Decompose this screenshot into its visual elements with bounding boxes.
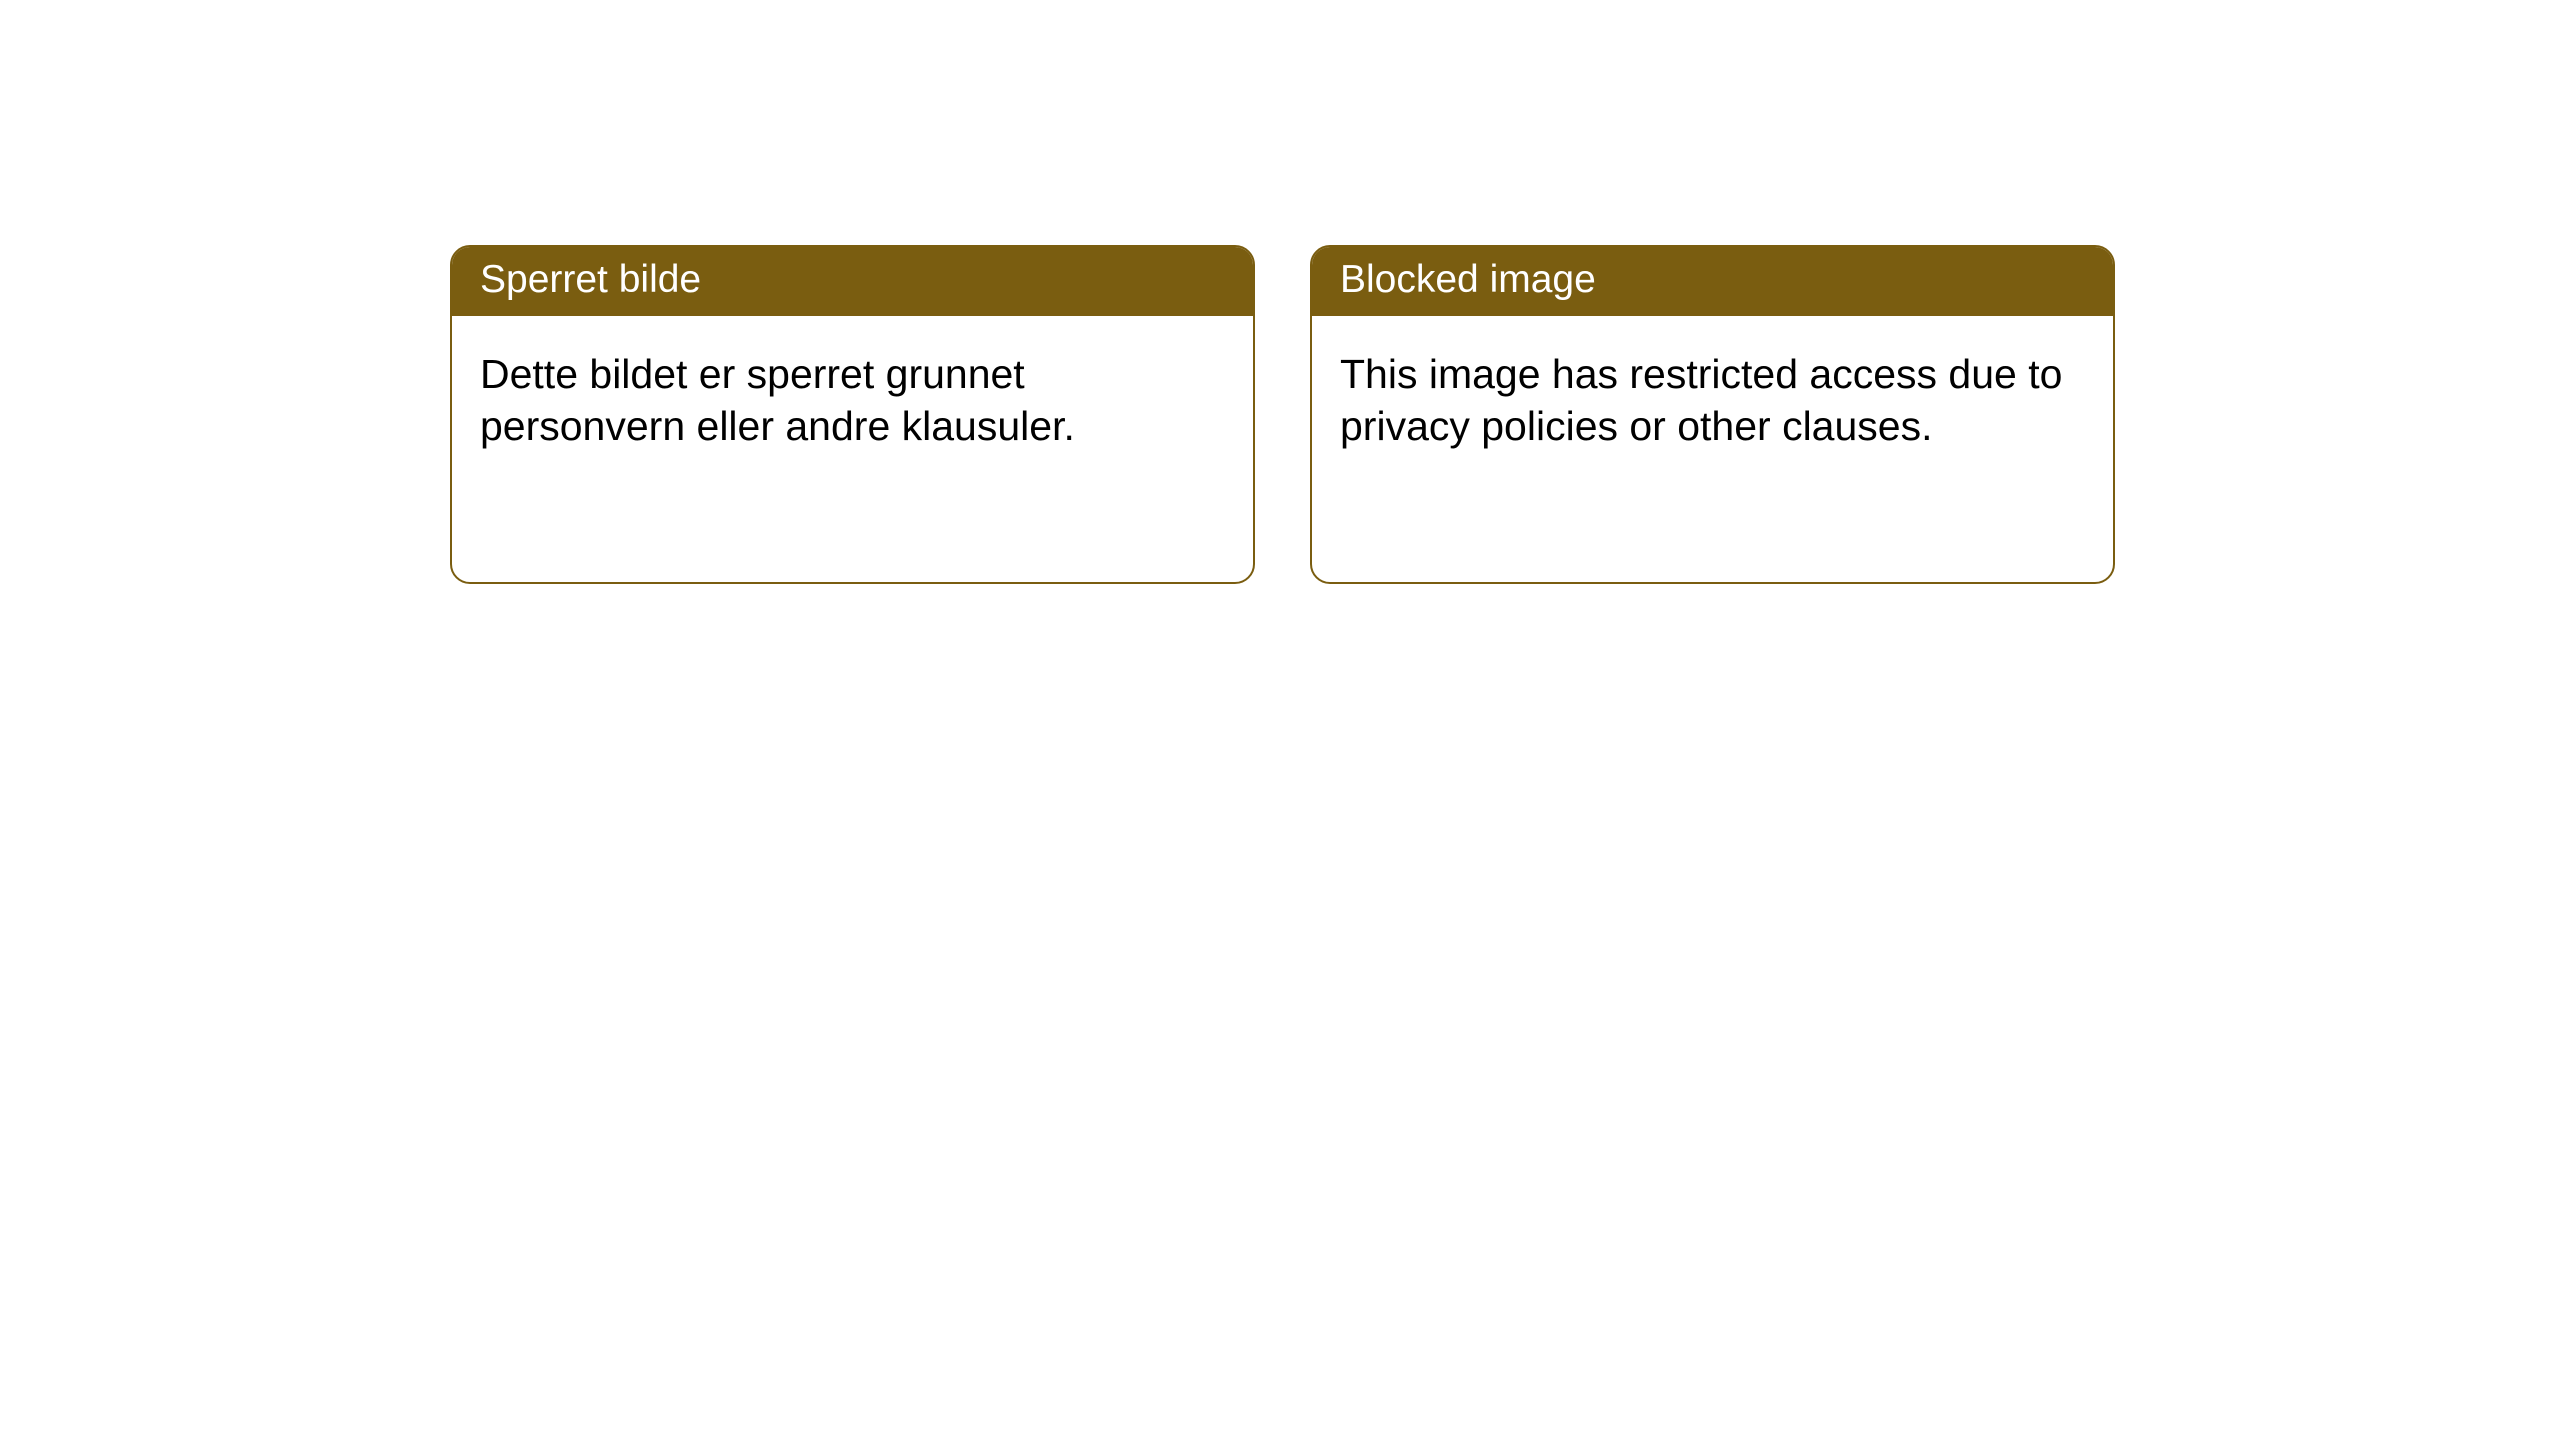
notice-container: Sperret bilde Dette bildet er sperret gr… <box>450 245 2115 584</box>
notice-title: Blocked image <box>1312 247 2113 316</box>
notice-body: This image has restricted access due to … <box>1312 316 2113 484</box>
notice-card-norwegian: Sperret bilde Dette bildet er sperret gr… <box>450 245 1255 584</box>
notice-card-english: Blocked image This image has restricted … <box>1310 245 2115 584</box>
notice-title: Sperret bilde <box>452 247 1253 316</box>
notice-body: Dette bildet er sperret grunnet personve… <box>452 316 1253 484</box>
